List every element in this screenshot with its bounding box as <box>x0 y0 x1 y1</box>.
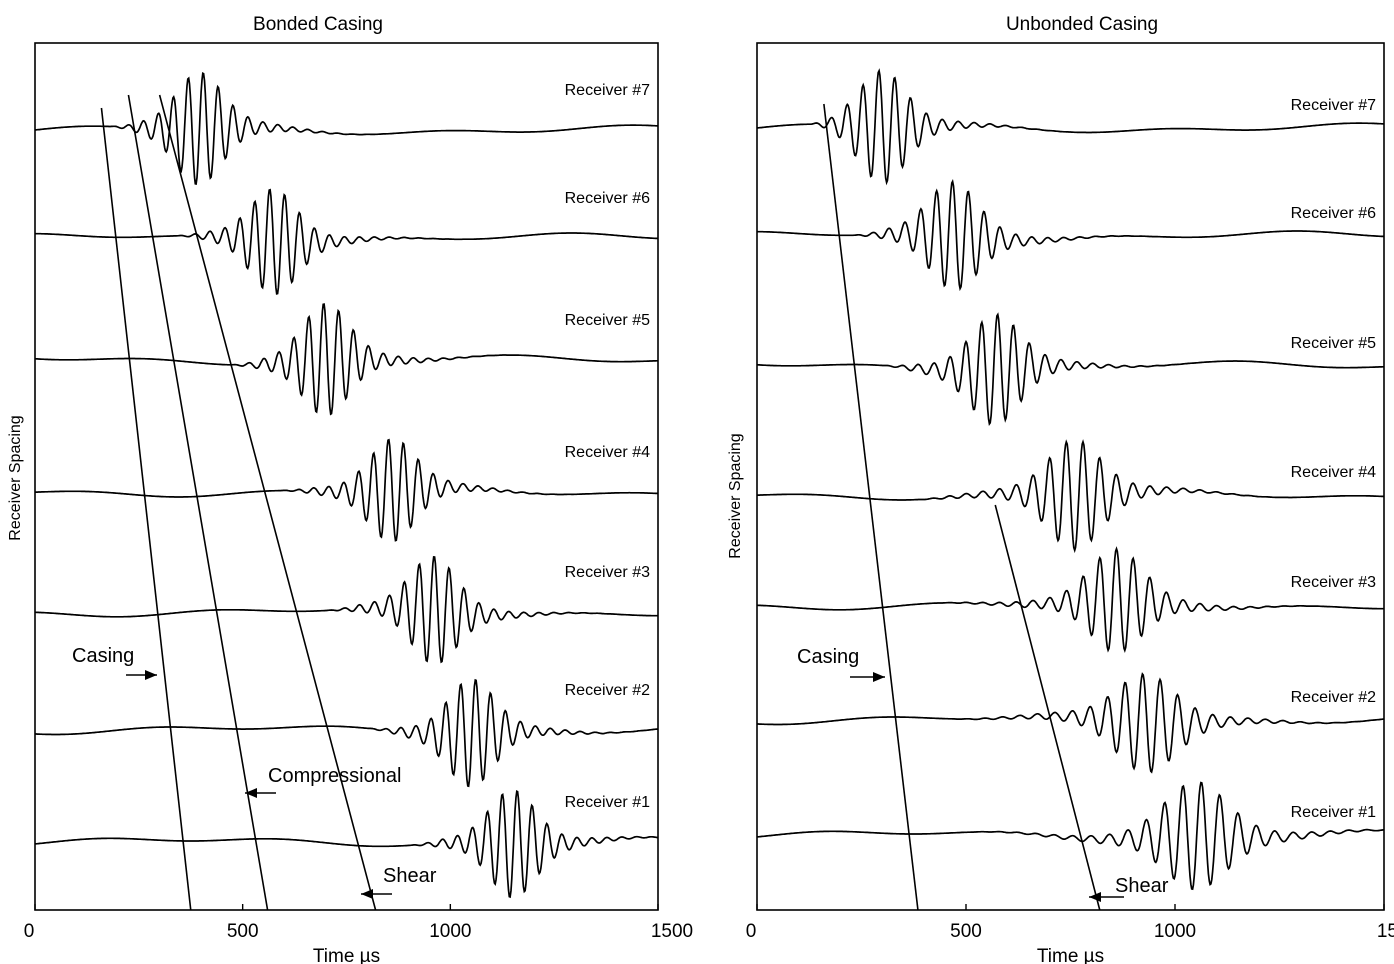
trace-label: Receiver #2 <box>565 682 650 699</box>
x-tick-label: 1500 <box>1377 921 1394 942</box>
trace-receiver-2 <box>35 678 659 788</box>
annotation-casing: Casing <box>797 646 859 668</box>
trace-label: Receiver #7 <box>1291 97 1376 114</box>
arrow-head <box>145 670 157 680</box>
trace-label: Receiver #1 <box>1291 804 1376 821</box>
x-axis-label: Time µs <box>313 946 380 964</box>
arrow-head <box>873 672 885 682</box>
arrival-line-shear <box>994 504 1101 911</box>
x-tick-label: 1500 <box>651 921 693 942</box>
trace-receiver-7 <box>756 68 1384 186</box>
chart-panel-bonded-casing: Bonded Casing Time µs Receiver Spacing 0 500… <box>7 14 693 964</box>
x-tick-label: 500 <box>227 921 259 942</box>
trace-label: Receiver #1 <box>565 794 650 811</box>
annotation-compressional: Compressional <box>268 765 401 787</box>
y-axis-label: Receiver Spacing <box>7 415 24 540</box>
trace-label: Receiver #2 <box>1291 689 1376 706</box>
trace-receiver-1 <box>756 781 1384 891</box>
trace-receiver-6 <box>35 188 659 295</box>
arrow-head <box>245 788 257 798</box>
x-tick-label: 0 <box>746 921 757 942</box>
chart-panel-unbonded-casing: Unbonded Casing Time µs Receiver Spacing 0 5… <box>727 14 1394 964</box>
trace-receiver-2 <box>757 672 1385 774</box>
trace-label: Receiver #6 <box>1291 205 1376 222</box>
trace-label: Receiver #4 <box>1291 464 1376 481</box>
trace-receiver-6 <box>757 179 1385 292</box>
trace-receiver-5 <box>757 312 1384 427</box>
trace-receiver-4 <box>757 439 1385 554</box>
trace-receiver-7 <box>34 72 658 186</box>
trace-receiver-4 <box>35 438 659 542</box>
arrival-line-casing <box>823 103 919 911</box>
plot-frame <box>756 42 1385 911</box>
x-tick-label: 0 <box>24 921 35 942</box>
arrival-line-casing <box>100 107 192 911</box>
trace-label: Receiver #6 <box>565 190 650 207</box>
trace-receiver-1 <box>34 790 659 899</box>
trace-label: Receiver #5 <box>565 312 650 329</box>
trace-label: Receiver #3 <box>1291 574 1376 591</box>
annotation-casing: Casing <box>72 645 134 667</box>
y-axis-label: Receiver Spacing <box>727 433 744 558</box>
trace-receiver-5 <box>35 303 658 416</box>
x-tick-label: 500 <box>950 921 982 942</box>
plot-frame <box>34 42 659 911</box>
x-tick-label: 1000 <box>1154 921 1196 942</box>
x-axis-label: Time µs <box>1037 946 1104 964</box>
x-tick-label: 1000 <box>429 921 471 942</box>
trace-label: Receiver #3 <box>565 564 650 581</box>
arrow-head <box>361 889 373 899</box>
chart-title: Unbonded Casing <box>1006 14 1158 35</box>
annotation-shear: Shear <box>383 865 437 887</box>
trace-label: Receiver #5 <box>1291 335 1376 352</box>
trace-receiver-3 <box>757 546 1384 654</box>
arrival-line-shear <box>158 94 377 911</box>
arrival-line-compressional <box>127 94 269 911</box>
arrow-head <box>1089 892 1101 902</box>
annotation-shear: Shear <box>1115 875 1169 897</box>
chart-title: Bonded Casing <box>253 14 383 35</box>
trace-receiver-3 <box>35 555 658 664</box>
trace-label: Receiver #4 <box>565 444 650 461</box>
trace-label: Receiver #7 <box>565 82 650 99</box>
